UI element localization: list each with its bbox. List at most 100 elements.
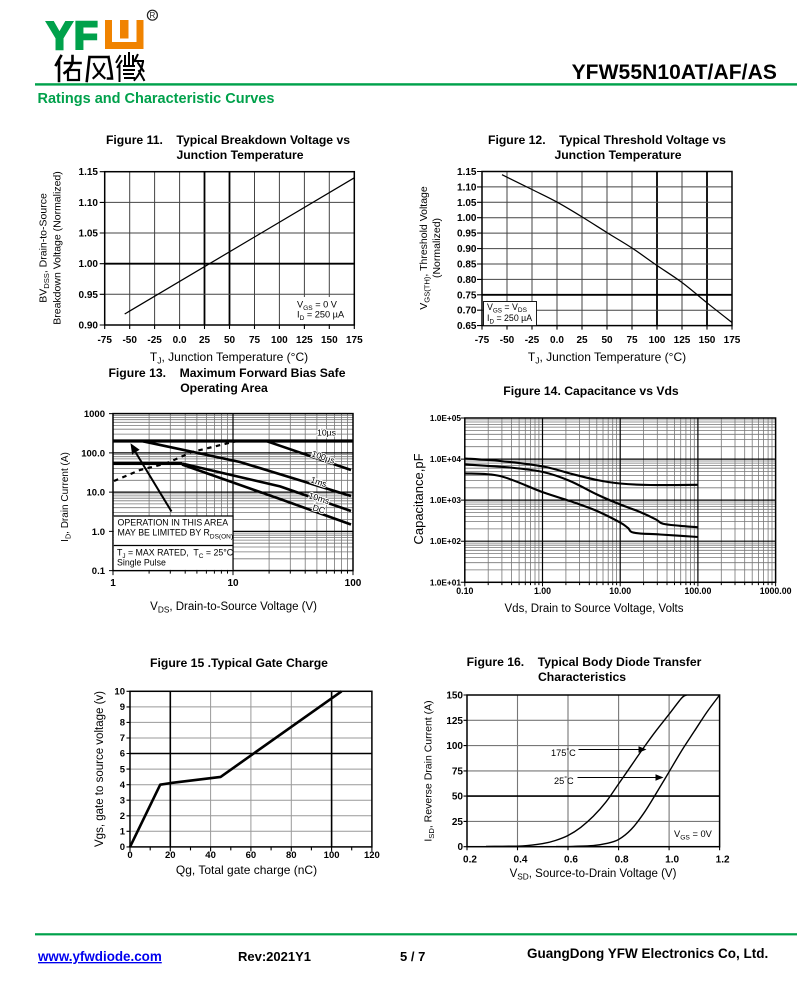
svg-text:Breakdown Voltage (Normalized): Breakdown Voltage (Normalized) bbox=[52, 171, 64, 325]
svg-text:0.8: 0.8 bbox=[615, 855, 629, 866]
svg-text:ID, Drain Current (A): ID, Drain Current (A) bbox=[60, 452, 73, 542]
svg-text:100.00: 100.00 bbox=[684, 586, 711, 596]
svg-text:Figure 11. Typical Breakdow: Figure 11. Typical Breakdown Voltage vs bbox=[106, 133, 350, 147]
svg-text:0.95: 0.95 bbox=[457, 229, 477, 240]
svg-text:50: 50 bbox=[601, 335, 613, 346]
svg-text:Figure 14. Capacitance vs Vds: Figure 14. Capacitance vs Vds bbox=[503, 384, 679, 398]
svg-text:Figure 16. Typical Body Dio: Figure 16. Typical Body Diode Transfer bbox=[467, 655, 702, 669]
svg-text:Ratings and Characteristic Cur: Ratings and Characteristic Curves bbox=[38, 91, 275, 107]
svg-text:VDS, Drain-to-Source Voltage (: VDS, Drain-to-Source Voltage (V) bbox=[150, 601, 317, 615]
svg-text:1: 1 bbox=[120, 827, 126, 838]
svg-text:1.10: 1.10 bbox=[457, 182, 477, 193]
svg-text:60: 60 bbox=[246, 850, 257, 861]
svg-text:75: 75 bbox=[249, 335, 261, 346]
svg-text:ID = 250 µA: ID = 250 µA bbox=[297, 310, 345, 323]
svg-text:-25: -25 bbox=[147, 335, 162, 346]
svg-text:1.15: 1.15 bbox=[79, 167, 99, 178]
svg-text:1000.00: 1000.00 bbox=[760, 586, 792, 596]
svg-text:100: 100 bbox=[345, 578, 362, 589]
svg-text:0.1: 0.1 bbox=[92, 566, 106, 577]
svg-text:175: 175 bbox=[346, 335, 363, 346]
svg-text:-50: -50 bbox=[500, 335, 515, 346]
svg-text:125: 125 bbox=[296, 335, 313, 346]
svg-text:1.0E+02: 1.0E+02 bbox=[430, 536, 462, 546]
svg-text:0.10: 0.10 bbox=[456, 586, 473, 596]
svg-text:25: 25 bbox=[452, 817, 464, 828]
svg-text:10: 10 bbox=[227, 578, 239, 589]
svg-text:80: 80 bbox=[286, 850, 297, 861]
svg-text:100: 100 bbox=[271, 335, 288, 346]
svg-text:-75: -75 bbox=[475, 335, 490, 346]
svg-text:Figure 12. Typical Threshol: Figure 12. Typical Threshold Voltage vs bbox=[488, 133, 726, 147]
svg-text:0.6: 0.6 bbox=[564, 855, 578, 866]
svg-text:25°C: 25°C bbox=[554, 775, 574, 786]
svg-text:0: 0 bbox=[457, 842, 463, 853]
svg-text:TJ, Junction Temperature (°C): TJ, Junction Temperature (°C) bbox=[150, 350, 308, 366]
svg-text:1.0E+03: 1.0E+03 bbox=[430, 495, 462, 505]
svg-text:1.0: 1.0 bbox=[92, 527, 105, 538]
svg-text:175°C: 175°C bbox=[551, 747, 576, 758]
svg-text:1.00: 1.00 bbox=[457, 213, 477, 224]
svg-text:0.90: 0.90 bbox=[457, 244, 477, 255]
svg-text:TJ, Junction Temperature (°C): TJ, Junction Temperature (°C) bbox=[528, 350, 686, 366]
svg-text:Vgs, gate to source voltage (v: Vgs, gate to source voltage (v) bbox=[94, 691, 106, 847]
svg-text:0.95: 0.95 bbox=[79, 290, 99, 301]
svg-text:10.00: 10.00 bbox=[609, 586, 631, 596]
svg-text:7: 7 bbox=[120, 733, 125, 744]
svg-text:YF: YF bbox=[47, 15, 100, 58]
svg-text:VSD, Source-to-Drain Voltage (: VSD, Source-to-Drain Voltage (V) bbox=[510, 868, 677, 882]
svg-text:-25: -25 bbox=[525, 335, 540, 346]
svg-text:1.15: 1.15 bbox=[457, 167, 477, 178]
svg-text:1.0E+04: 1.0E+04 bbox=[430, 454, 462, 464]
svg-text:ID = 250 µA: ID = 250 µA bbox=[487, 313, 532, 326]
svg-text:5: 5 bbox=[120, 764, 126, 775]
svg-text:MAY BE LIMITED BY RDS(ON): MAY BE LIMITED BY RDS(ON) bbox=[118, 528, 234, 541]
svg-text:Qg, Total gate charge (nC): Qg, Total gate charge (nC) bbox=[176, 863, 317, 877]
svg-text:0.0: 0.0 bbox=[550, 335, 564, 346]
svg-text:1.05: 1.05 bbox=[79, 229, 99, 240]
svg-text:25: 25 bbox=[199, 335, 211, 346]
svg-text:20: 20 bbox=[165, 850, 176, 861]
svg-text:2: 2 bbox=[120, 811, 125, 822]
svg-text:Junction Temperature: Junction Temperature bbox=[176, 148, 303, 162]
svg-text:www.yfwdiode.com: www.yfwdiode.com bbox=[37, 949, 162, 964]
svg-text:0: 0 bbox=[127, 850, 132, 861]
svg-text:9: 9 bbox=[120, 702, 125, 713]
svg-text:1: 1 bbox=[110, 578, 116, 589]
svg-text:0.70: 0.70 bbox=[457, 306, 477, 317]
svg-text:Single Pulse: Single Pulse bbox=[117, 558, 166, 568]
svg-text:100: 100 bbox=[324, 850, 340, 861]
svg-text:6: 6 bbox=[120, 749, 125, 760]
svg-text:1.05: 1.05 bbox=[457, 198, 477, 209]
svg-text:5 / 7: 5 / 7 bbox=[400, 949, 425, 964]
svg-text:0.4: 0.4 bbox=[514, 855, 528, 866]
svg-text:8: 8 bbox=[120, 718, 125, 729]
svg-text:100.0: 100.0 bbox=[81, 448, 105, 459]
svg-text:1.0E+01: 1.0E+01 bbox=[430, 577, 462, 587]
svg-text:Rev:2021Y1: Rev:2021Y1 bbox=[238, 949, 311, 964]
svg-text:DC: DC bbox=[311, 502, 326, 515]
svg-text:-50: -50 bbox=[122, 335, 137, 346]
svg-text:0.90: 0.90 bbox=[79, 321, 99, 332]
svg-text:Figure 15 .Typical Gate Charge: Figure 15 .Typical Gate Charge bbox=[150, 656, 328, 670]
svg-text:R: R bbox=[150, 11, 156, 20]
svg-text:1.0: 1.0 bbox=[665, 855, 679, 866]
svg-text:0.75: 0.75 bbox=[457, 290, 477, 301]
svg-text:Capacitance,pF: Capacitance,pF bbox=[411, 453, 426, 544]
svg-text:OPERATION IN THIS AREA: OPERATION IN THIS AREA bbox=[118, 518, 229, 528]
svg-text:150: 150 bbox=[446, 691, 463, 702]
svg-text:150: 150 bbox=[699, 335, 716, 346]
svg-text:Characteristics: Characteristics bbox=[538, 670, 626, 684]
svg-text:(Normalized): (Normalized) bbox=[431, 218, 443, 278]
svg-text:0: 0 bbox=[120, 842, 125, 853]
svg-text:YFW55N10AT/AF/AS: YFW55N10AT/AF/AS bbox=[572, 61, 777, 84]
svg-text:175: 175 bbox=[724, 335, 741, 346]
svg-text:10: 10 bbox=[114, 687, 125, 698]
svg-text:1.10: 1.10 bbox=[79, 198, 99, 209]
svg-text:4: 4 bbox=[120, 780, 126, 791]
svg-text:0.65: 0.65 bbox=[457, 321, 477, 332]
svg-text:75: 75 bbox=[452, 766, 464, 777]
svg-text:Figure 13. Maximum Forward: Figure 13. Maximum Forward Bias Safe bbox=[108, 366, 345, 380]
svg-text:10.0: 10.0 bbox=[87, 488, 106, 499]
svg-text:1.00: 1.00 bbox=[79, 259, 99, 270]
